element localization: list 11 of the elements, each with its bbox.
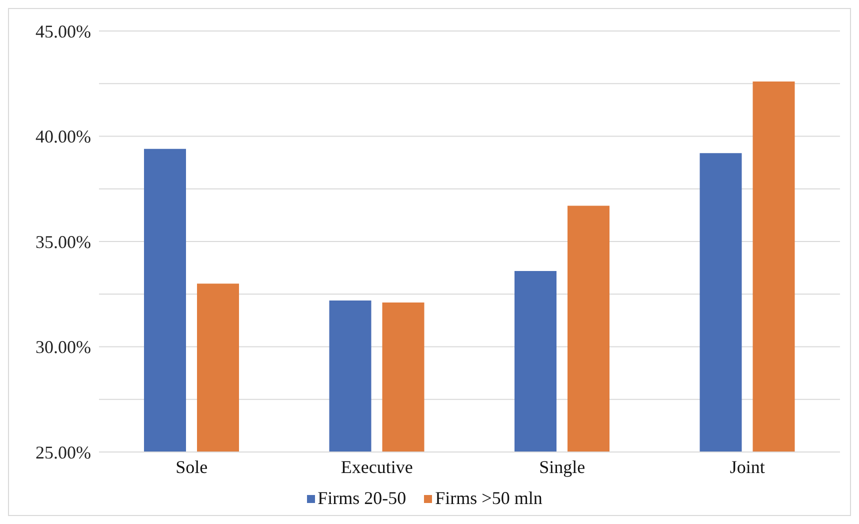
legend-label: Firms >50 mln [435, 488, 542, 509]
y-tick-label: 25.00% [36, 442, 91, 462]
y-tick-label: 45.00% [36, 21, 91, 42]
legend-label: Firms 20-50 [318, 488, 406, 509]
x-tick-label: Executive [340, 456, 413, 477]
x-tick-label: Sole [176, 456, 208, 477]
y-tick-label: 30.00% [36, 337, 91, 358]
x-tick-label: Joint [730, 456, 765, 477]
x-tick-label: Single [539, 456, 586, 477]
y-tick-label: 35.00% [36, 232, 91, 252]
y-tick-label: 40.00% [36, 126, 91, 147]
